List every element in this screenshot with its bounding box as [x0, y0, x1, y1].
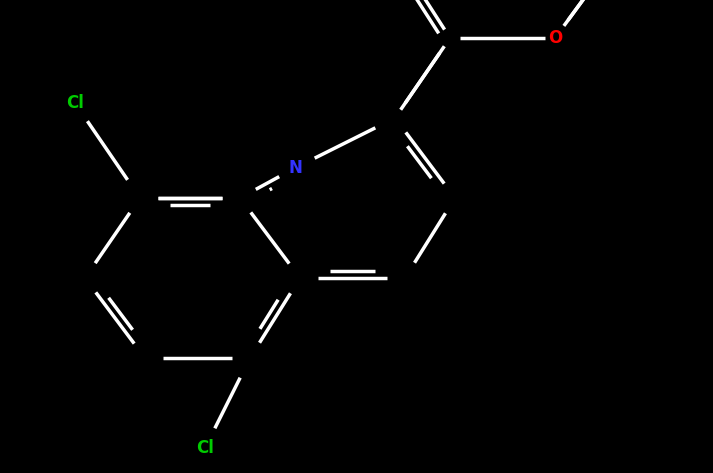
- Text: O: O: [548, 29, 562, 47]
- Text: Cl: Cl: [196, 439, 214, 457]
- Text: N: N: [288, 159, 302, 177]
- Text: Cl: Cl: [66, 94, 84, 112]
